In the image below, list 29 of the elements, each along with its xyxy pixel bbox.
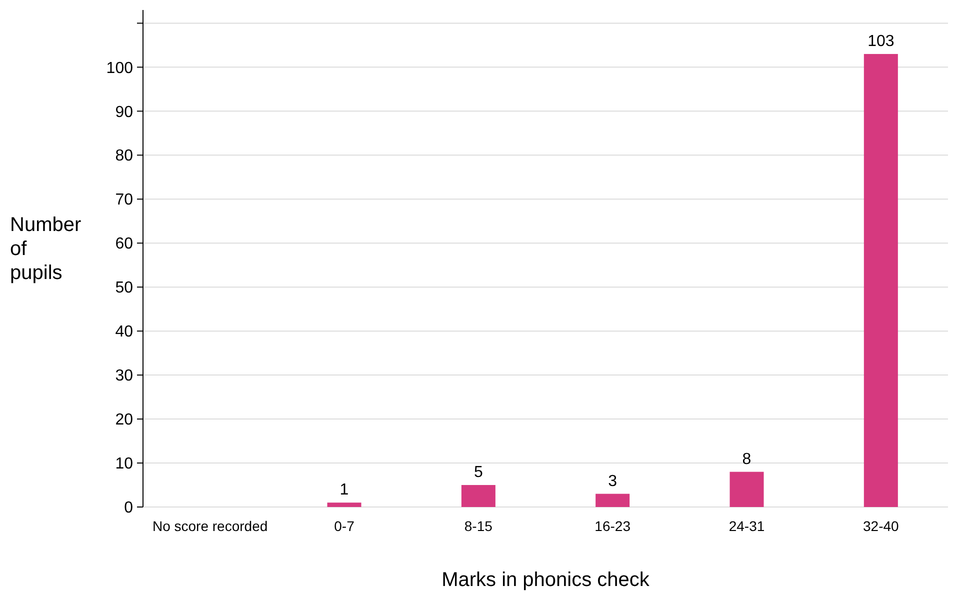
- data-label: 103: [868, 32, 894, 50]
- x-tick-label: 0-7: [334, 518, 355, 534]
- y-tick-label: 70: [115, 192, 134, 209]
- y-tick-label: 0: [124, 500, 134, 517]
- bar: [327, 502, 362, 507]
- y-tick-label: 30: [115, 368, 134, 385]
- x-tick-label: 8-15: [464, 518, 493, 534]
- y-tick-label: 80: [115, 148, 134, 165]
- bar: [461, 485, 496, 507]
- data-label: 1: [340, 482, 349, 499]
- data-label: 5: [474, 464, 483, 482]
- data-label: 3: [608, 472, 618, 490]
- bar: [864, 54, 898, 507]
- y-tick-label: 20: [115, 412, 134, 429]
- y-axis-title: Number of pupils: [10, 214, 82, 284]
- bar: [730, 472, 764, 507]
- y-tick-label: 90: [115, 104, 134, 121]
- y-tick-label: 40: [115, 324, 134, 341]
- data-label: 8: [742, 450, 752, 468]
- x-axis-title: Marks in phonics check: [442, 569, 650, 591]
- x-tick-label: 16-23: [594, 518, 631, 534]
- y-tick-label: 10: [115, 456, 134, 473]
- x-tick-label: 32-40: [863, 518, 900, 534]
- y-tick-label: 50: [115, 280, 134, 297]
- x-tick-label: 24-31: [728, 518, 765, 534]
- x-tick-label: No score recorded: [152, 518, 268, 534]
- y-tick-label: 100: [106, 60, 134, 77]
- bar: [596, 494, 630, 507]
- y-tick-label: 60: [115, 236, 134, 253]
